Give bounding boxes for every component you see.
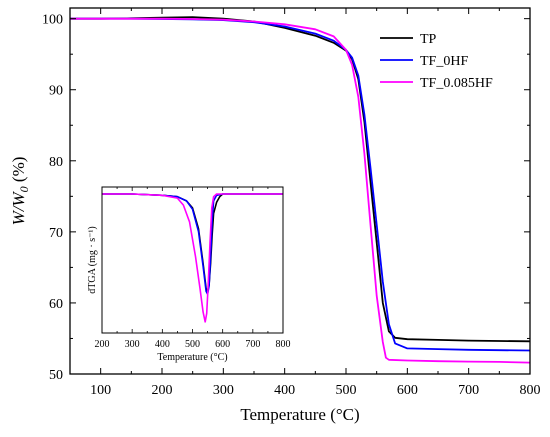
- inset-x-tick-label: 300: [125, 339, 140, 350]
- x-tick-label: 800: [520, 383, 541, 398]
- inset-series-line-tf-0hf: [102, 193, 283, 295]
- inset-series-line-tf-0-085hf: [102, 193, 283, 323]
- main-plot: 100 200 300 400 500 600 700 800 50 60 70 80 90 100 Tem…: [9, 7, 541, 424]
- series-line-tf-0-085hf: [70, 17, 531, 364]
- y-tick-label: 50: [49, 368, 63, 383]
- y-tick-label: 80: [49, 155, 63, 170]
- y-tick-label: 60: [49, 297, 63, 312]
- y-axis-title-main: W/W: [9, 191, 28, 226]
- x-tick-label: 300: [213, 383, 234, 398]
- inset-x-tick-label: 700: [245, 339, 260, 350]
- legend-label-tp: TP: [420, 32, 437, 47]
- x-tick-label: 400: [274, 383, 295, 398]
- x-tick-label: 200: [152, 383, 173, 398]
- inset-x-tick-label: 800: [276, 339, 291, 350]
- y-axis-title-sub: 0: [17, 186, 31, 192]
- x-tick-label: 500: [336, 383, 357, 398]
- inset-plot: 200 300 400 500 600 700 800 Temperature (°C) dTG…: [87, 186, 291, 363]
- inset-y-axis-title: dTGA (mg · s⁻¹): [87, 226, 98, 293]
- inset-x-tick-label: 400: [155, 339, 170, 350]
- inset-x-axis-title: Temperature (°C): [157, 352, 227, 363]
- legend-label-tf-0hf: TF_0HF: [420, 54, 468, 69]
- x-tick-label: 700: [458, 383, 479, 398]
- x-tick-label: 100: [90, 383, 111, 398]
- legend-label-tf-0-085hf: TF_0.085HF: [420, 76, 493, 91]
- inset-x-tick-label: 500: [185, 339, 200, 350]
- inset-x-tick-label: 600: [215, 339, 230, 350]
- inset-x-tick-label: 200: [95, 339, 110, 350]
- y-tick-label: 70: [49, 226, 63, 241]
- plot-frame: [69, 7, 531, 375]
- y-tick-label: 90: [49, 84, 63, 99]
- y-axis-title: W/W0 (%): [9, 157, 31, 226]
- x-axis-title: Temperature (°C): [240, 405, 359, 424]
- y-tick-label: 100: [42, 13, 63, 28]
- legend: TP TF_0HF TF_0.085HF: [380, 32, 493, 91]
- y-axis-title-unit: (%): [9, 157, 28, 187]
- x-tick-label: 600: [397, 383, 418, 398]
